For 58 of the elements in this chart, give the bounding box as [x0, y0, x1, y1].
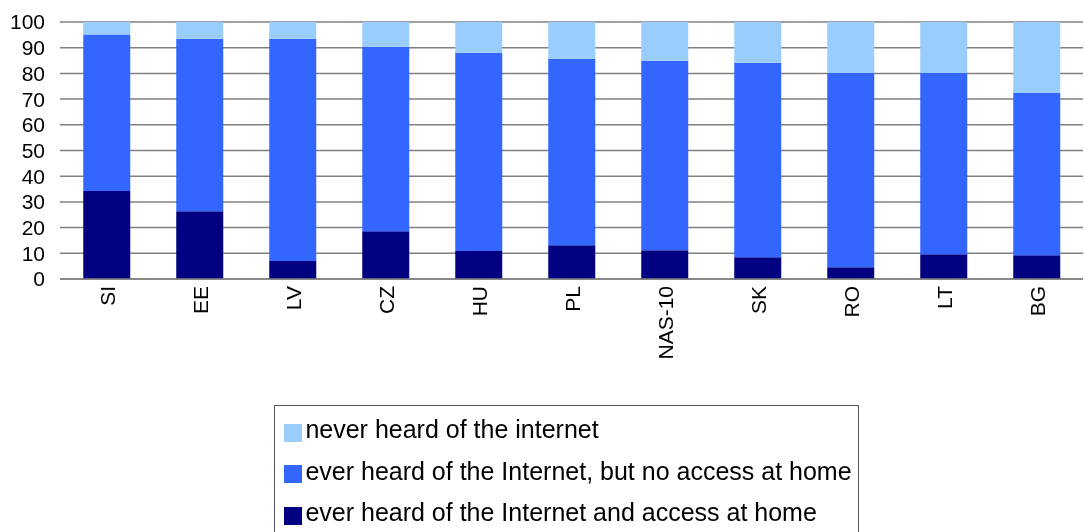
bar	[362, 46, 410, 232]
bar	[1013, 22, 1061, 93]
y-tick-label: 60	[21, 113, 45, 137]
bar	[734, 257, 782, 279]
bar	[734, 22, 782, 63]
bar	[269, 38, 317, 262]
bar	[83, 22, 131, 35]
bar	[548, 22, 596, 59]
bar	[827, 72, 875, 268]
y-tick-label: 70	[21, 87, 45, 111]
y-tick-label: 0	[33, 267, 45, 291]
bar	[1013, 255, 1061, 279]
bar	[83, 34, 131, 192]
y-tick-label: 50	[21, 138, 45, 162]
x-tick-label: HU	[467, 286, 490, 317]
y-tick-label: 10	[21, 241, 45, 265]
bar	[827, 22, 875, 73]
bar	[455, 52, 503, 251]
bar	[920, 254, 968, 279]
bar	[83, 191, 131, 279]
bar	[455, 250, 503, 279]
legend-label: never heard of the internet	[305, 415, 599, 445]
x-tick-label: BG	[1025, 286, 1048, 317]
x-tick-label: EE	[188, 286, 211, 315]
y-tick-label: 30	[21, 190, 45, 214]
y-tick-label: 100	[9, 10, 45, 34]
bar	[827, 267, 875, 279]
bar	[176, 211, 224, 279]
x-tick-label: LT	[932, 285, 955, 309]
x-tick-label: CZ	[374, 285, 397, 314]
x-tick-label: LV	[281, 286, 304, 311]
x-tick-label: NAS-10	[653, 286, 676, 360]
y-tick-label: 40	[21, 164, 45, 188]
bar	[362, 22, 410, 47]
bar	[920, 72, 968, 255]
bar	[455, 22, 503, 53]
x-tick-label: PL	[560, 286, 583, 312]
bar	[1013, 92, 1061, 256]
y-tick-label: 80	[21, 61, 45, 85]
bar	[269, 261, 317, 279]
bar	[548, 58, 596, 246]
x-tick-label: RO	[839, 286, 862, 318]
bar	[920, 22, 968, 73]
bar	[176, 22, 224, 39]
bar	[548, 245, 596, 279]
bar	[641, 250, 689, 279]
bar	[362, 231, 410, 279]
x-tick-label: SK	[746, 286, 769, 315]
bar	[641, 22, 689, 61]
legend-label: ever heard of the Internet, but no access at home	[305, 456, 852, 486]
y-tick-label: 90	[21, 36, 45, 60]
bar	[176, 38, 224, 212]
y-tick-label: 20	[21, 216, 45, 240]
x-tick-label: SI	[95, 286, 118, 306]
legend-label: ever heard of the Internet and access at home	[305, 498, 817, 528]
bar	[734, 62, 782, 258]
bar	[641, 60, 689, 251]
bar	[269, 22, 317, 39]
